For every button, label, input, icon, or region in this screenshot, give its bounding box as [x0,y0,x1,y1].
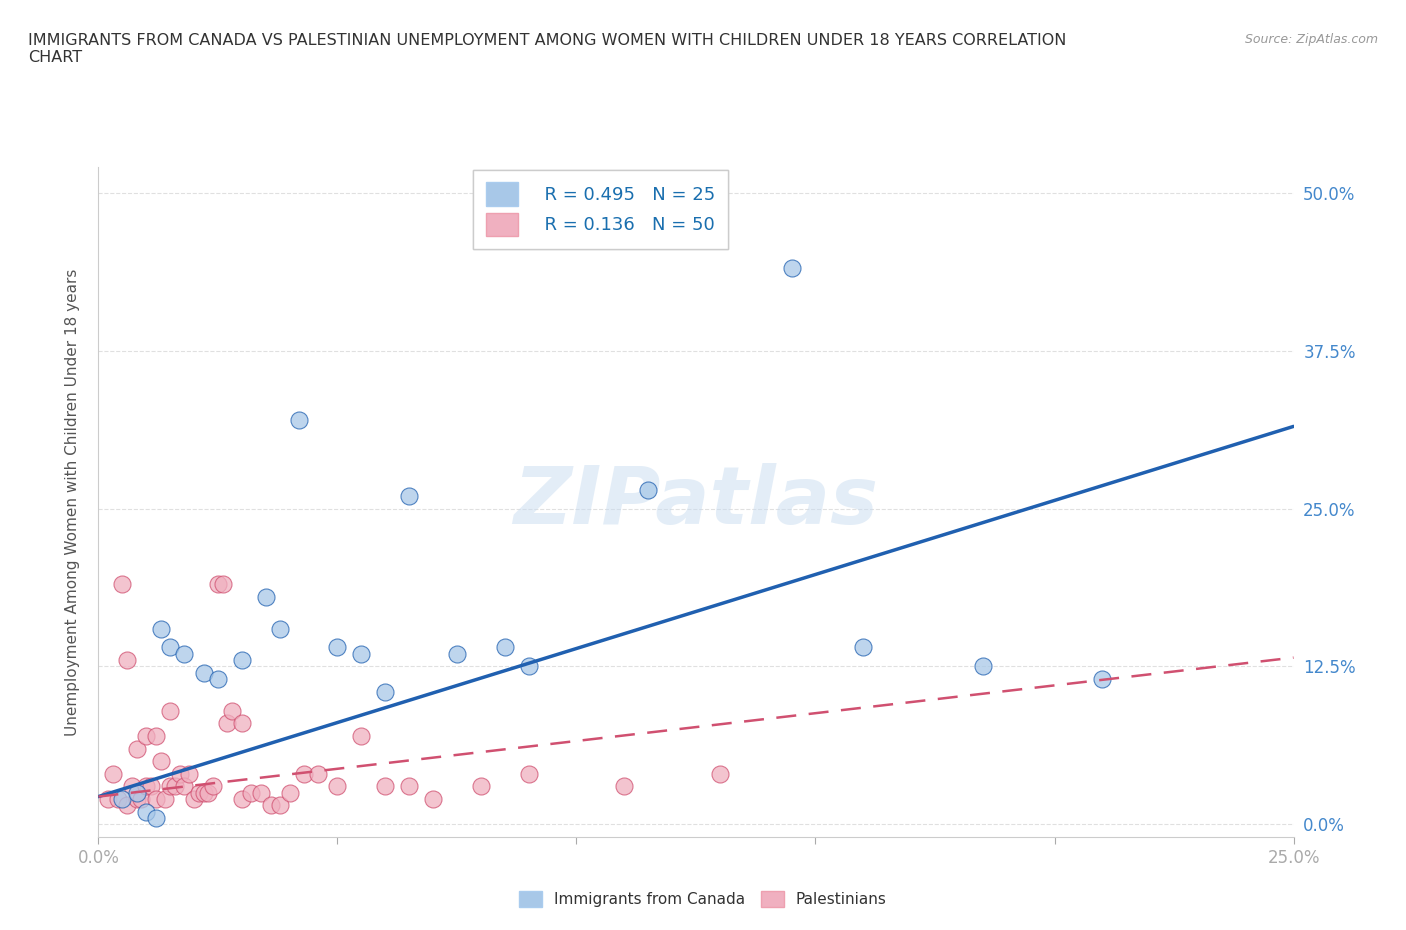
Y-axis label: Unemployment Among Women with Children Under 18 years: Unemployment Among Women with Children U… [65,269,80,736]
Point [125,791,148,806]
Point [145,791,167,806]
Point [709,766,731,781]
Point [183,791,205,806]
Point [350,728,373,743]
Point [613,779,636,794]
Point [398,779,420,794]
Point [278,785,301,800]
Legend:   R = 0.495   N = 25,   R = 0.136   N = 50: R = 0.495 N = 25, R = 0.136 N = 50 [474,170,727,248]
Point [374,779,396,794]
Point [398,488,420,503]
Point [470,779,492,794]
Point [131,791,153,806]
Point [111,577,134,591]
Point [374,684,396,699]
Point [125,741,148,756]
Point [211,577,233,591]
Point [288,413,311,428]
Point [446,646,468,661]
Point [187,785,209,800]
Point [149,753,172,768]
Point [139,779,162,794]
Point [179,766,201,781]
Point [972,659,994,674]
Point [159,779,181,794]
Point [145,811,167,826]
Text: IMMIGRANTS FROM CANADA VS PALESTINIAN UNEMPLOYMENT AMONG WOMEN WITH CHILDREN UND: IMMIGRANTS FROM CANADA VS PALESTINIAN UN… [28,33,1067,65]
Point [173,646,195,661]
Point [292,766,315,781]
Point [240,785,263,800]
Point [231,791,253,806]
Point [101,766,124,781]
Point [145,728,167,743]
Legend: Immigrants from Canada, Palestinians: Immigrants from Canada, Palestinians [513,884,893,913]
Point [163,779,186,794]
Point [193,665,215,680]
Point [111,791,134,806]
Point [221,703,243,718]
Point [350,646,373,661]
Point [637,482,659,497]
Point [207,577,229,591]
Point [326,640,349,655]
Point [159,703,181,718]
Point [780,261,803,276]
Text: ZIPatlas: ZIPatlas [513,463,879,541]
Point [107,791,129,806]
Point [115,798,138,813]
Point [121,779,143,794]
Point [193,785,215,800]
Point [254,590,277,604]
Point [149,621,172,636]
Point [115,653,138,668]
Point [269,798,291,813]
Point [852,640,875,655]
Point [259,798,281,813]
Point [250,785,273,800]
Point [326,779,349,794]
Point [135,804,157,819]
Point [494,640,516,655]
Point [135,779,157,794]
Point [155,791,177,806]
Point [517,659,540,674]
Point [231,653,253,668]
Point [197,785,219,800]
Point [517,766,540,781]
Point [307,766,329,781]
Point [422,791,444,806]
Point [202,779,225,794]
Point [269,621,291,636]
Point [173,779,195,794]
Point [231,716,253,731]
Point [1091,671,1114,686]
Point [125,785,148,800]
Point [169,766,191,781]
Point [217,716,239,731]
Point [159,640,181,655]
Point [97,791,120,806]
Point [207,671,229,686]
Point [135,728,157,743]
Text: Source: ZipAtlas.com: Source: ZipAtlas.com [1244,33,1378,46]
